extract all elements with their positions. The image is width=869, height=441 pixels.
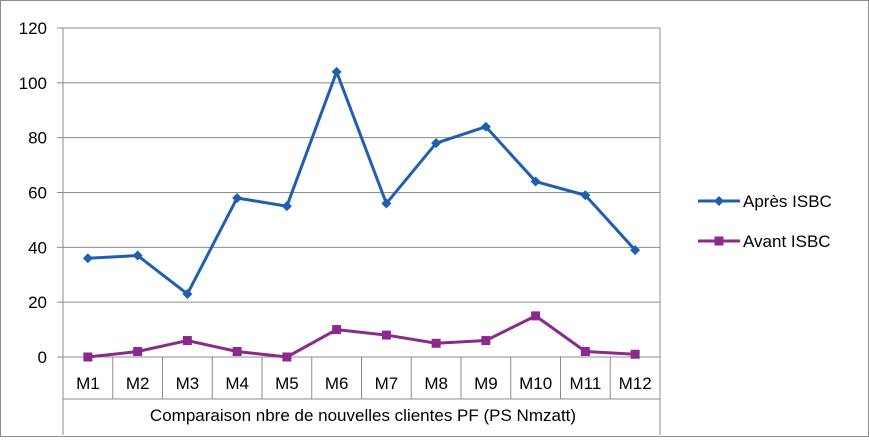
data-point xyxy=(630,245,641,256)
data-point xyxy=(580,190,591,201)
legend-swatch-marker xyxy=(714,236,724,246)
data-point xyxy=(381,330,391,340)
series-avant-isbc xyxy=(83,311,640,362)
data-point xyxy=(232,347,242,357)
data-point xyxy=(431,338,441,348)
legend-label: Après ISBC xyxy=(743,192,832,211)
x-tick-label: M3 xyxy=(176,374,200,393)
series xyxy=(82,66,641,362)
legend-swatch-marker xyxy=(714,196,724,206)
y-tick-label: 40 xyxy=(28,238,47,257)
x-tick-label: M5 xyxy=(275,374,299,393)
data-point xyxy=(232,192,243,203)
x-tick-label: M9 xyxy=(474,374,498,393)
y-tick-label: 0 xyxy=(38,348,47,367)
data-point xyxy=(132,250,143,261)
x-tick-label: M8 xyxy=(424,374,448,393)
x-tick-label: M4 xyxy=(225,374,249,393)
series-apres-isbc xyxy=(82,66,641,299)
legend-label: Avant ISBC xyxy=(743,232,831,251)
data-point xyxy=(630,349,640,359)
legend: Après ISBC Avant ISBC xyxy=(698,192,832,251)
x-axis-label: Comparaison nbre de nouvelles clientes P… xyxy=(150,406,576,425)
series-line xyxy=(87,70,637,296)
x-tick-label: M10 xyxy=(519,374,552,393)
data-point xyxy=(182,288,193,299)
data-point xyxy=(431,138,442,149)
x-tick-label: M11 xyxy=(569,374,601,393)
y-tick-labels: 0 20 40 60 80 100 120 xyxy=(19,19,47,367)
data-point xyxy=(133,347,143,357)
y-tick-label: 100 xyxy=(19,74,47,93)
data-point xyxy=(182,336,192,346)
y-tick-label: 80 xyxy=(28,129,47,148)
gridlines xyxy=(63,27,660,303)
data-point xyxy=(82,253,93,264)
data-point xyxy=(480,121,491,132)
x-tick-label: M7 xyxy=(375,374,399,393)
data-point xyxy=(332,325,342,335)
x-tick-label: M6 xyxy=(325,374,349,393)
data-point xyxy=(282,352,292,362)
series-line xyxy=(87,314,636,359)
data-point xyxy=(530,176,541,187)
data-point xyxy=(281,201,292,212)
y-tick-label: 20 xyxy=(28,293,47,312)
x-tick-label: M2 xyxy=(126,374,150,393)
x-tick-label: M1 xyxy=(76,374,100,393)
y-tick-label: 120 xyxy=(19,19,47,38)
axes xyxy=(57,27,661,435)
legend-item: Après ISBC xyxy=(698,192,832,211)
data-point xyxy=(83,352,93,362)
data-point xyxy=(481,336,491,346)
y-tick-label: 60 xyxy=(28,184,47,203)
data-point xyxy=(331,66,342,77)
x-tick-labels: M1 M2 M3 M4 M5 M6 M7 M8 M9 M10 M11 M12 xyxy=(76,374,652,393)
legend-item: Avant ISBC xyxy=(698,232,831,251)
data-point xyxy=(381,198,392,209)
x-tick-label: M12 xyxy=(619,374,652,393)
data-point xyxy=(531,311,541,321)
data-point xyxy=(580,347,590,357)
